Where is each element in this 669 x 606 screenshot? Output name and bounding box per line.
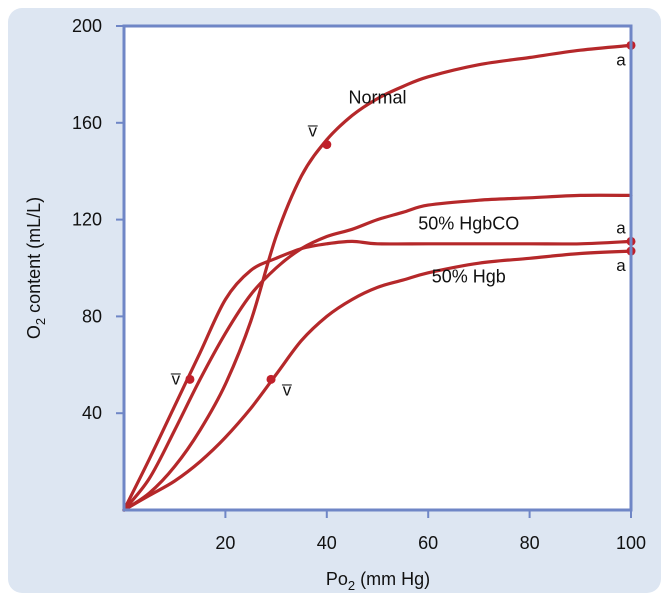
data-point-0-0 xyxy=(322,140,332,150)
y-tick-label-80: 80 xyxy=(82,306,102,326)
series-label-1: 50% HgbCO xyxy=(418,213,519,233)
y-tick-label-160: 160 xyxy=(72,113,102,133)
x-tick-label-40: 40 xyxy=(317,533,337,553)
data-point-2-0 xyxy=(185,374,195,384)
point-label-3-1: a xyxy=(616,256,626,275)
point-label-0-0: v̅ xyxy=(308,122,318,141)
y-tick-label-120: 120 xyxy=(72,210,102,230)
y-axis-ticks: 40 80 120 160 200 xyxy=(72,16,124,423)
x-axis-label: Po2 (mm Hg) xyxy=(326,569,430,593)
plot-border xyxy=(122,24,633,512)
x-tick-label-60: 60 xyxy=(418,533,438,553)
series-label-0: Normal xyxy=(348,87,406,107)
point-label-3-0: v̅ xyxy=(282,380,292,399)
y-tick-label-200: 200 xyxy=(72,16,102,36)
point-label-2-0: v̅ xyxy=(171,369,181,388)
points-layer: v̅aav̅v̅a xyxy=(171,40,636,399)
point-label-1-0: a xyxy=(616,218,626,237)
series-line-2 xyxy=(122,193,633,512)
series-labels-layer: Normal 50% HgbCO 50% Hgb xyxy=(348,87,519,286)
y-tick-label-40: 40 xyxy=(82,403,102,423)
data-point-3-0 xyxy=(266,374,276,384)
series-label-2: 50% Hgb xyxy=(432,267,506,287)
series-line-3 xyxy=(122,249,633,512)
point-label-0-1: a xyxy=(616,50,626,69)
plot-area xyxy=(124,26,631,510)
x-tick-label-100: 100 xyxy=(616,533,646,553)
y-axis-label: O2 content (mL/L) xyxy=(24,197,48,339)
x-tick-label-80: 80 xyxy=(520,533,540,553)
x-axis-ticks: 20 40 60 80 100 xyxy=(215,510,646,553)
x-tick-label-20: 20 xyxy=(215,533,235,553)
